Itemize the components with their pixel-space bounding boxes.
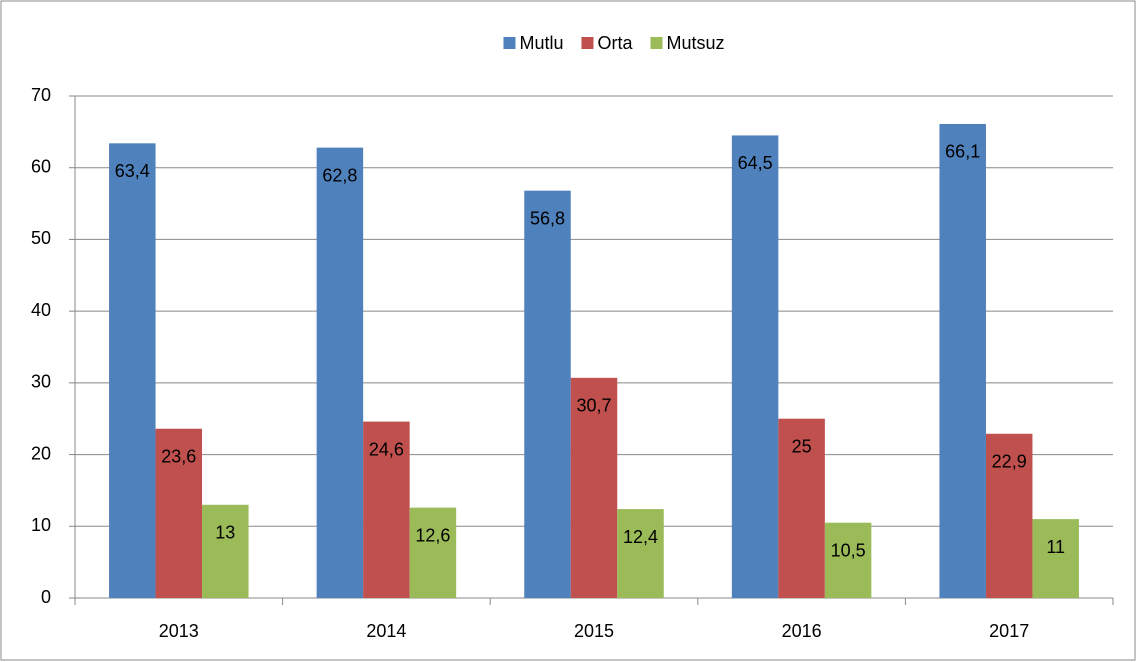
bar: [363, 421, 410, 598]
data-label: 64,5: [738, 153, 773, 173]
bar: [1032, 519, 1079, 598]
data-label: 63,4: [115, 161, 150, 181]
y-tick-label: 20: [31, 443, 51, 463]
bar: [985, 433, 1033, 598]
x-tick-label: 2017: [989, 621, 1029, 641]
y-tick-label: 60: [31, 156, 51, 176]
y-tick-label: 40: [31, 300, 51, 320]
bar: [731, 135, 779, 598]
bar: [109, 143, 156, 598]
x-tick-label: 2016: [782, 621, 822, 641]
x-tick-label: 2014: [366, 621, 406, 641]
data-label: 13: [215, 523, 235, 543]
bar: [939, 123, 986, 599]
data-label: 22,9: [992, 452, 1027, 472]
bar: [202, 504, 249, 598]
bar: [824, 522, 872, 598]
data-label: 25: [792, 436, 812, 456]
bar: [778, 418, 825, 598]
y-tick-label: 10: [31, 515, 51, 535]
bar: [155, 428, 203, 598]
y-tick-label: 0: [41, 587, 51, 607]
x-tick-label: 2015: [574, 621, 614, 641]
legend-swatch: [650, 37, 663, 49]
y-tick-label: 30: [31, 372, 51, 392]
data-label: 62,8: [322, 165, 357, 185]
y-tick-label: 50: [31, 228, 51, 248]
data-label: 30,7: [576, 396, 611, 416]
data-label: 23,6: [161, 447, 196, 467]
bar: [524, 190, 571, 599]
legend-label: Mutlu: [519, 33, 563, 53]
legend-swatch: [503, 37, 516, 49]
data-label: 24,6: [369, 439, 404, 459]
data-label: 56,8: [530, 208, 565, 228]
legend-label: Mutsuz: [667, 33, 725, 53]
data-label: 12,6: [415, 525, 450, 545]
legend-swatch: [581, 37, 594, 49]
x-tick-label: 2013: [159, 621, 199, 641]
bar: [617, 509, 664, 598]
y-tick-label: 70: [31, 85, 51, 105]
bar: [316, 147, 364, 599]
bar: [409, 507, 457, 598]
data-label: 12,4: [623, 527, 658, 547]
bar: [570, 377, 618, 598]
legend-label: Orta: [597, 33, 633, 53]
data-label: 11: [1046, 537, 1065, 557]
data-label: 66,1: [945, 142, 980, 162]
data-label: 10,5: [831, 540, 866, 560]
